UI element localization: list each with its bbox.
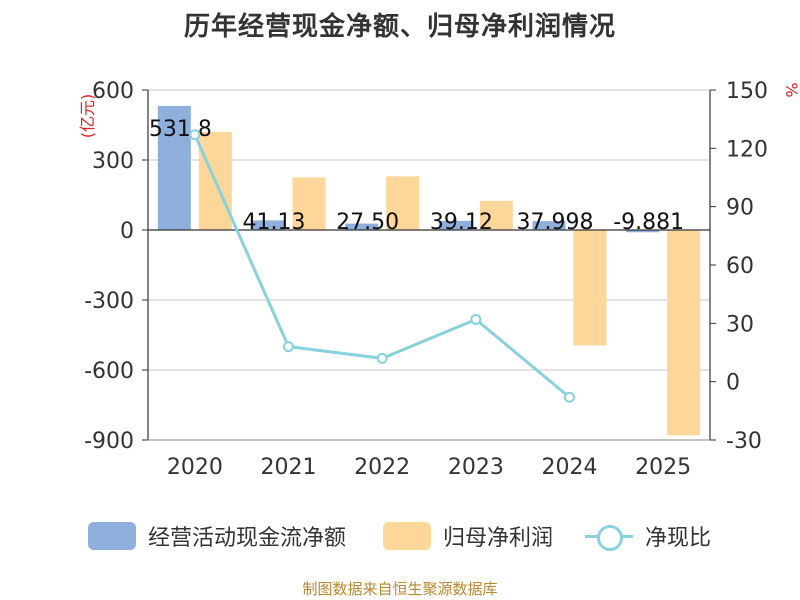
bar-net-profit <box>386 176 420 230</box>
x-tick-label: 2025 <box>635 455 691 480</box>
y-left-tick-label: 0 <box>120 219 134 244</box>
legend-swatch-orange <box>383 522 431 550</box>
data-label: 39.12 <box>430 210 493 235</box>
y-right-tick-label: -30 <box>726 429 762 454</box>
bar-net-profit <box>292 177 326 230</box>
y-right-axis-title: % <box>782 82 800 97</box>
y-left-tick-label: -300 <box>84 289 134 314</box>
legend-label: 经营活动现金流净额 <box>148 526 347 551</box>
data-source-note: 制图数据来自恒生聚源数据库 <box>302 580 498 598</box>
bar-operating-cash-flow <box>157 105 191 230</box>
legend-item-cash-ratio[interactable]: 净现比 <box>585 516 711 556</box>
line-point-cash-ratio <box>376 352 388 364</box>
line-point-cash-ratio <box>189 129 201 141</box>
bar-operating-cash-flow <box>345 223 379 230</box>
y-right-tick-label: 60 <box>726 254 754 279</box>
y-left-tick-label: -900 <box>84 429 134 454</box>
y-left-tick-label: 600 <box>92 79 134 104</box>
legend-line-marker-icon <box>585 522 633 551</box>
bar-operating-cash-flow <box>251 220 285 230</box>
data-label: 27.50 <box>336 210 399 235</box>
line-point-cash-ratio <box>470 313 482 325</box>
legend-item-operating-cash-flow[interactable]: 经营活动现金流净额 <box>88 516 346 556</box>
legend-label: 归母净利润 <box>443 526 554 551</box>
legend: 经营活动现金流净额 归母净利润 净现比 <box>0 516 800 556</box>
bar-net-profit <box>667 230 701 436</box>
data-label: 41.13 <box>243 210 306 235</box>
legend-label: 净现比 <box>645 526 712 551</box>
data-label: -9.881 <box>613 210 684 235</box>
bar-net-profit <box>573 230 607 346</box>
x-tick-label: 2024 <box>542 455 598 480</box>
y-left-tick-label: 300 <box>92 149 134 174</box>
x-tick-label: 2022 <box>354 455 410 480</box>
chart-title: 历年经营现金净额、归母净利润情况 <box>183 12 616 42</box>
y-right-tick-label: 30 <box>726 312 754 337</box>
y-right-tick-label: 0 <box>726 371 740 396</box>
y-right-tick-label: 150 <box>726 79 768 104</box>
line-point-cash-ratio <box>283 341 294 353</box>
x-tick-label: 2021 <box>261 455 317 480</box>
line-point-cash-ratio <box>564 391 575 403</box>
data-label: 531.8 <box>149 117 212 142</box>
x-tick-label: 2020 <box>167 455 223 480</box>
data-label: 37.998 <box>517 210 594 235</box>
y-right-tick-label: 120 <box>726 137 768 162</box>
y-left-tick-label: -600 <box>84 359 134 384</box>
legend-swatch-blue <box>88 522 136 550</box>
bar-operating-cash-flow <box>438 220 472 230</box>
bar-operating-cash-flow <box>626 230 660 233</box>
y-left-axis-title: (亿元) <box>78 94 97 139</box>
bar-operating-cash-flow <box>532 221 566 230</box>
y-right-tick-label: 90 <box>726 196 754 221</box>
legend-item-net-profit[interactable]: 归母净利润 <box>383 516 553 556</box>
x-tick-label: 2023 <box>448 455 504 480</box>
bar-net-profit <box>479 200 513 230</box>
